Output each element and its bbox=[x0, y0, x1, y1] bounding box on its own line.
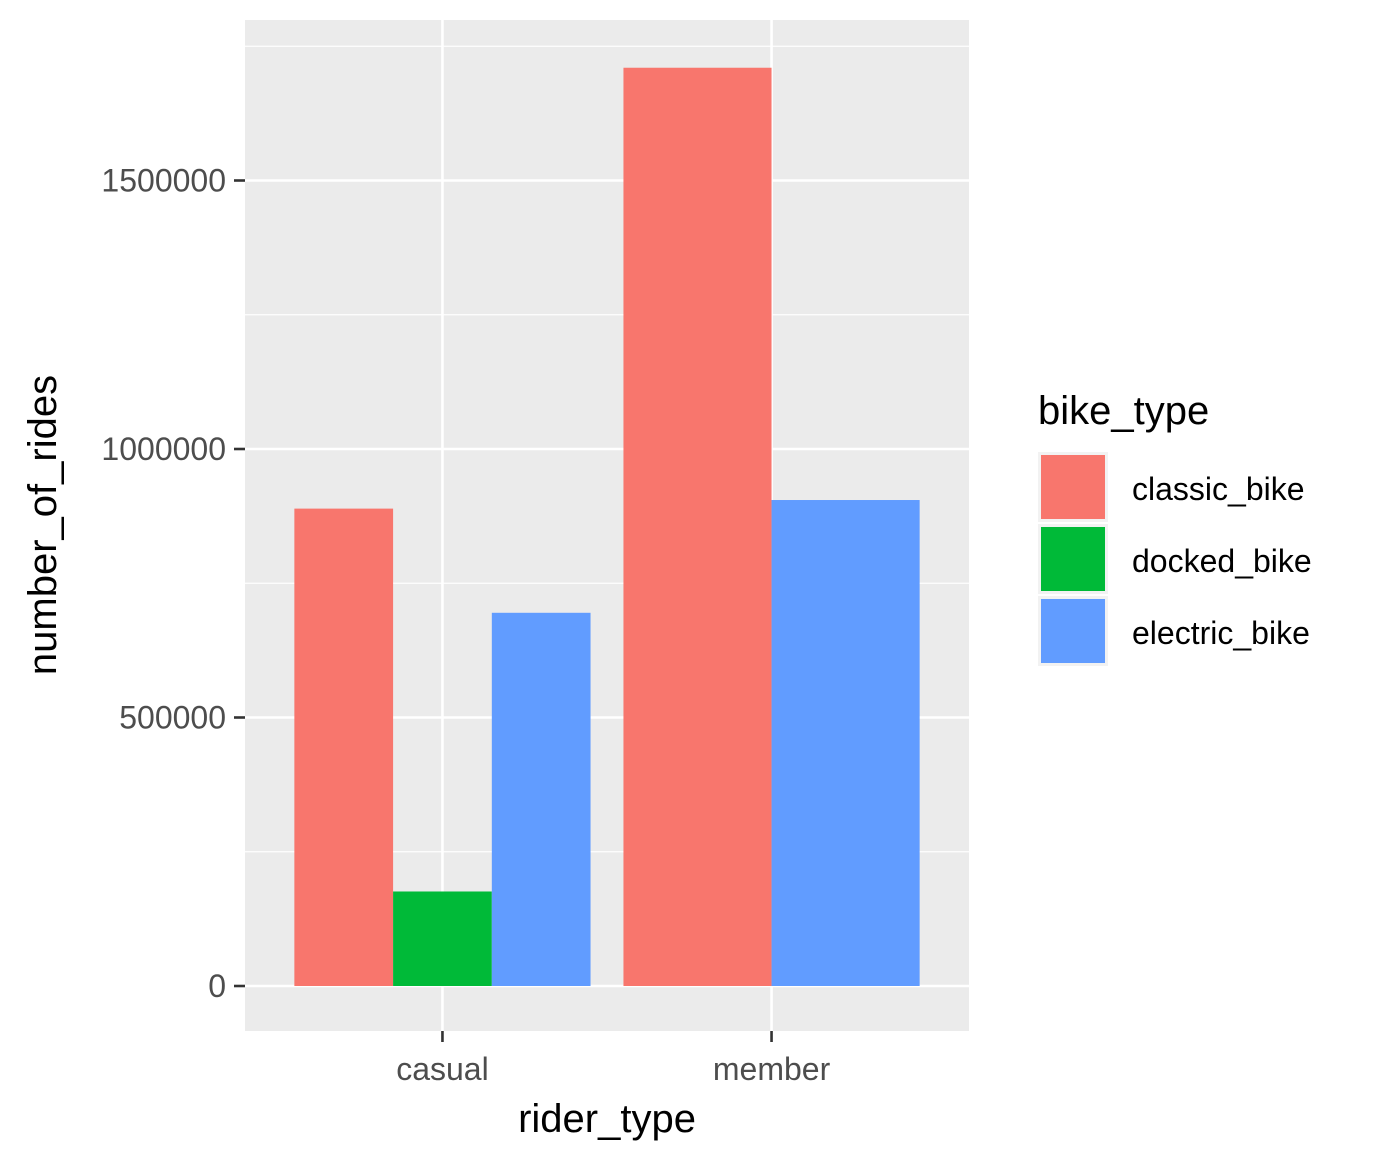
y-axis-title: number_of_rides bbox=[21, 375, 65, 675]
y-tick-label: 1500000 bbox=[101, 163, 226, 199]
x-tick-label: member bbox=[713, 1051, 831, 1087]
y-tick-label: 500000 bbox=[119, 700, 226, 736]
legend-swatch-electric_bike bbox=[1041, 599, 1105, 663]
bar-electric_bike-casual bbox=[491, 612, 591, 986]
legend-title: bike_type bbox=[1038, 389, 1209, 433]
y-tick-label: 1000000 bbox=[101, 431, 226, 467]
y-axis: 0 500000 1000000 1500000 bbox=[101, 163, 245, 1004]
legend-label-docked_bike: docked_bike bbox=[1132, 543, 1312, 579]
bar-classic_bike-member bbox=[623, 67, 772, 987]
legend-swatch-classic_bike bbox=[1041, 455, 1105, 519]
legend-label-electric_bike: electric_bike bbox=[1132, 615, 1310, 651]
bar-docked_bike-casual bbox=[393, 891, 492, 986]
bar-classic_bike-casual bbox=[294, 508, 394, 986]
x-axis: casual member bbox=[396, 1031, 831, 1087]
legend-swatch-docked_bike bbox=[1041, 527, 1105, 591]
y-tick-label: 0 bbox=[208, 968, 226, 1004]
x-tick-label: casual bbox=[396, 1051, 489, 1087]
bars bbox=[294, 67, 920, 987]
x-axis-title: rider_type bbox=[518, 1097, 696, 1141]
legend: bike_type classic_bike docked_bikeelectri… bbox=[1038, 389, 1312, 666]
legend-label-classic_bike: classic_bike bbox=[1132, 471, 1305, 507]
bar-electric_bike-member bbox=[771, 500, 920, 986]
